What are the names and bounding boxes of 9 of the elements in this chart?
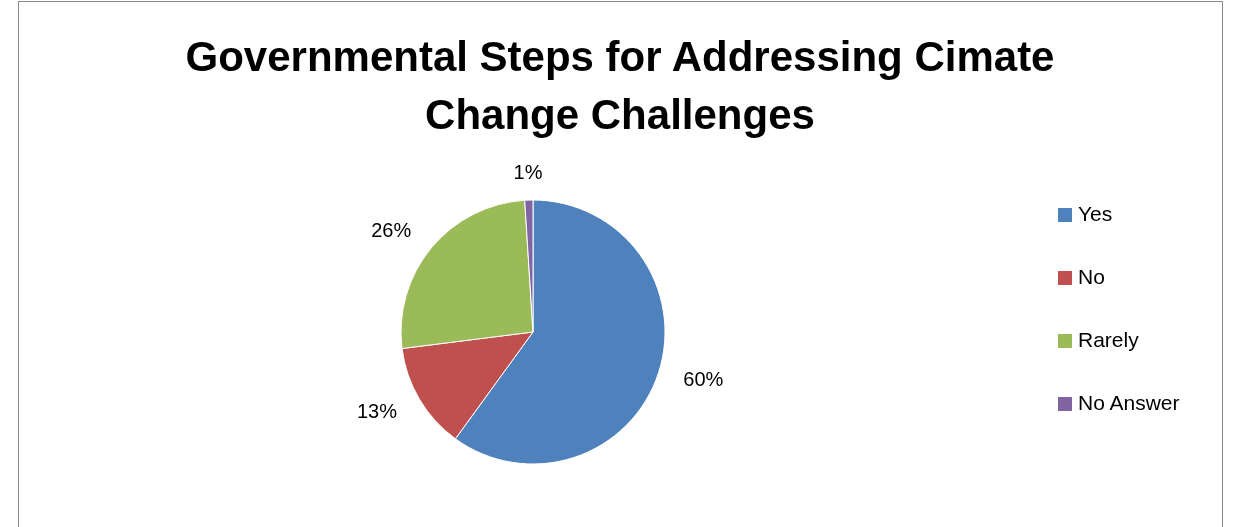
data-label: 13% (356, 399, 398, 422)
legend-label: Yes (1078, 201, 1113, 225)
legend-label: No (1078, 264, 1105, 288)
legend-label: Rarely (1078, 327, 1140, 351)
data-label: 26% (371, 218, 412, 241)
chart-title: Governmental Steps for Addressing Cimate Change Challenges (184, 32, 1056, 140)
data-label: 60% (683, 368, 724, 391)
data-label: 1% (513, 161, 543, 184)
legend-label: No Answer (1078, 390, 1180, 414)
